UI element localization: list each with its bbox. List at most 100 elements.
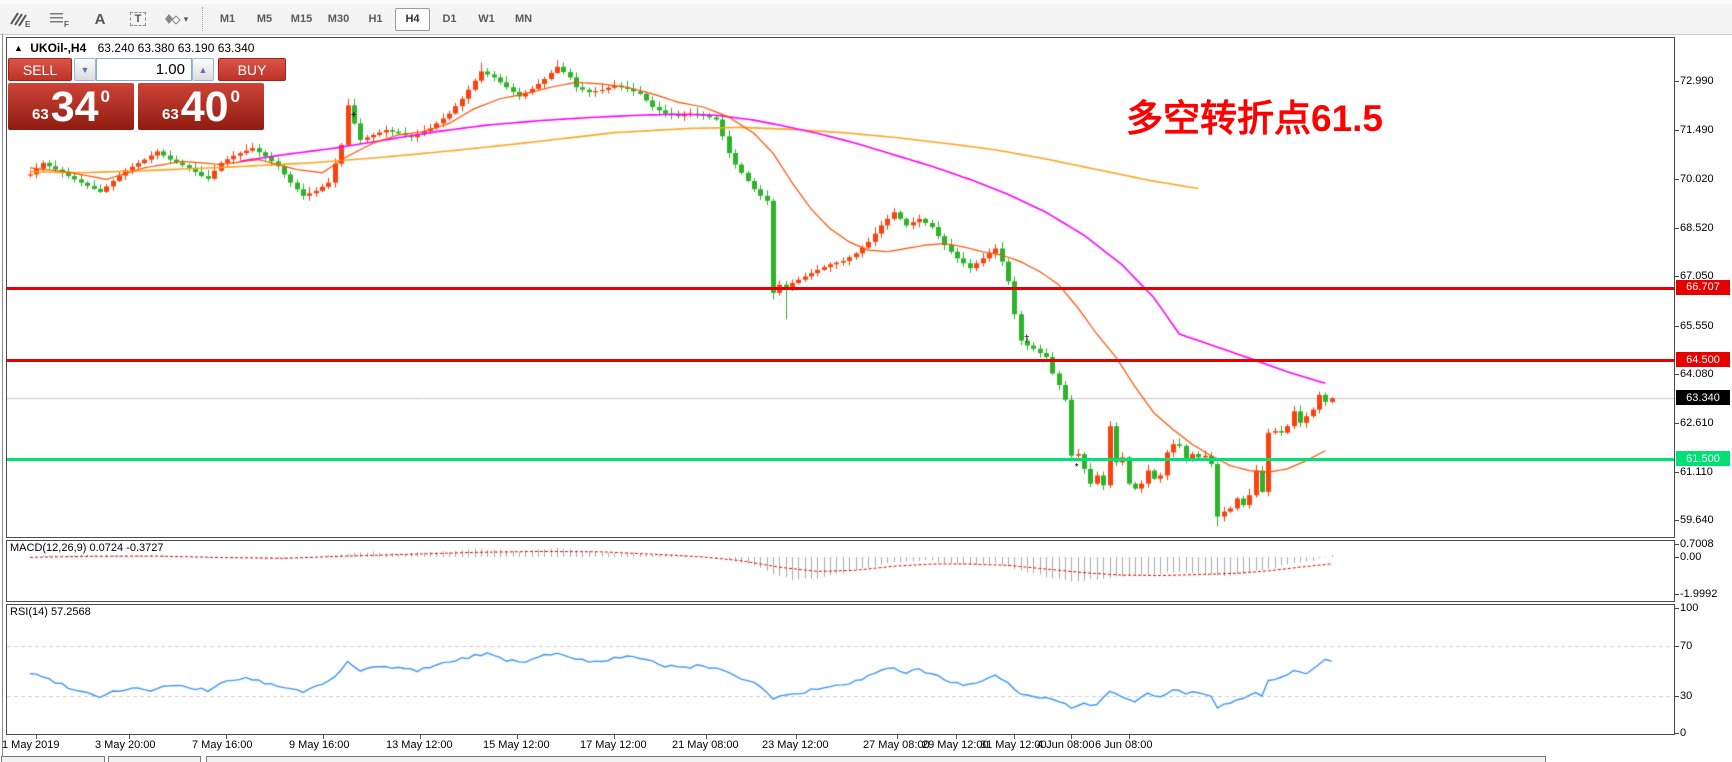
level-price-tag: 66.707 (1676, 279, 1730, 295)
sell-button[interactable]: SELL (8, 58, 72, 81)
window-left-border (2, 34, 3, 762)
price-axis-label[interactable]: 61.110 (1680, 465, 1713, 478)
time-axis-label[interactable]: 21 May 08:00 (672, 739, 739, 751)
symbol-name: UKOil-,H4 (30, 41, 87, 55)
sell-price-pips: 34 (50, 83, 99, 131)
time-axis-label[interactable]: 27 May 08:00 (863, 739, 930, 751)
price-axis-label[interactable]: 68.520 (1680, 222, 1714, 235)
timeframe-button-m30[interactable]: M30 (327, 13, 350, 25)
trade-marker: * (1074, 462, 1079, 474)
sell-price-sup: 0 (100, 87, 110, 106)
trade-marker: + (350, 110, 357, 122)
price-axis-label[interactable]: 62.610 (1680, 416, 1714, 429)
price-axis-label[interactable]: 71.490 (1680, 124, 1714, 137)
rsi-axis-tick (1675, 608, 1679, 609)
time-axis-tick (897, 735, 898, 739)
price-axis-tick (1675, 471, 1679, 473)
shapes-dropdown-icon[interactable]: ▾ (162, 7, 190, 31)
price-axis-tick (1675, 422, 1679, 424)
macd-axis-label[interactable]: 0.7008 (1680, 538, 1714, 551)
horizontal-level-line[interactable] (7, 286, 1674, 290)
price-axis-label[interactable]: 70.020 (1680, 172, 1714, 185)
timeframe-button-d1[interactable]: D1 (442, 13, 457, 25)
price-axis-label[interactable]: 65.550 (1680, 319, 1714, 332)
rsi-axis-label[interactable]: 70 (1680, 639, 1693, 652)
sell-price-base: 63 (32, 106, 49, 123)
buy-price-button[interactable]: 63 40 0 (138, 83, 264, 130)
timeframe-button-h1[interactable]: H1 (368, 13, 383, 25)
time-axis-tick (796, 735, 797, 739)
chart-title: ▲ UKOil-,H4 63.240 63.380 63.190 63.340 (14, 41, 254, 55)
text-label-icon[interactable]: T (124, 7, 152, 31)
macd-axis-tick (1675, 593, 1679, 595)
time-axis-label[interactable]: 9 May 16:00 (289, 739, 350, 751)
timeframe-button-h4[interactable]: H4 (395, 7, 430, 31)
buy-price-sup: 0 (230, 87, 240, 106)
bottom-panel-edge (1, 756, 105, 762)
price-axis-tick (1675, 130, 1679, 132)
time-axis-label[interactable]: 3 May 20:00 (95, 739, 156, 751)
time-axis-tick (226, 735, 227, 739)
time-axis-label[interactable]: 13 May 12:00 (386, 739, 453, 751)
timeframe-button-m1[interactable]: M1 (219, 13, 236, 25)
volume-decrease-button[interactable]: ▼ (74, 58, 96, 81)
time-axis-tick (420, 735, 421, 739)
price-axis-label[interactable]: 67.050 (1680, 270, 1714, 283)
text-icon[interactable]: A (94, 10, 106, 28)
sell-price-button[interactable]: 63 34 0 (8, 83, 134, 130)
price-axis-label[interactable]: 72.990 (1680, 75, 1714, 87)
horizontal-level-line[interactable] (7, 359, 1674, 363)
time-axis-label[interactable]: 29 May 12:00 (922, 739, 989, 751)
draw-styles-icon[interactable]: E (6, 7, 34, 31)
time-axis-tick (129, 735, 130, 739)
time-axis-label[interactable]: 17 May 12:00 (580, 739, 647, 751)
horizontal-level-line[interactable] (7, 458, 1674, 462)
buy-price-pips: 40 (180, 83, 229, 131)
rsi-canvas[interactable] (7, 605, 1674, 734)
time-axis-tick (323, 735, 324, 739)
time-axis-label[interactable]: 1 May 2019 (2, 739, 60, 751)
ohlc-readout: 63.240 63.380 63.190 63.340 (97, 41, 255, 55)
price-axis-label[interactable]: 64.080 (1680, 368, 1714, 381)
price-axis-label[interactable]: 59.640 (1680, 514, 1714, 527)
macd-axis-label[interactable]: 0.00 (1680, 551, 1702, 563)
collapse-arrow-icon[interactable]: ▲ (14, 43, 23, 53)
time-axis-tick (1014, 735, 1015, 739)
timeframe-button-w1[interactable]: W1 (478, 13, 495, 25)
time-axis-tick (956, 735, 957, 739)
rsi-axis-label[interactable]: 100 (1680, 602, 1699, 614)
time-axis-tick (706, 735, 707, 739)
trade-marker: † (1023, 333, 1030, 345)
time-axis-label[interactable]: 23 May 12:00 (762, 739, 829, 751)
time-axis-tick (614, 735, 615, 739)
time-axis-label[interactable]: 15 May 12:00 (483, 739, 550, 751)
macd-axis-label[interactable]: -1.9992 (1680, 587, 1718, 600)
svg-text:E: E (25, 20, 31, 28)
trade-panel-top-row: SELL ▼ ▲ BUY (8, 58, 286, 82)
timeframe-button-m15[interactable]: M15 (290, 13, 313, 25)
volume-input[interactable] (96, 58, 192, 81)
price-axis-tick (1675, 276, 1679, 278)
time-axis-label[interactable]: 7 May 16:00 (192, 739, 253, 751)
rsi-panel (6, 604, 1675, 735)
rsi-axis-tick (1675, 695, 1679, 697)
time-axis-label[interactable]: 4 Jun 08:00 (1037, 739, 1095, 751)
volume-increase-button[interactable]: ▲ (192, 58, 214, 81)
price-axis-tick (1675, 325, 1679, 327)
price-axis-tick (1675, 228, 1679, 230)
rsi-axis-label[interactable]: 30 (1680, 689, 1693, 702)
svg-text:F: F (64, 20, 69, 28)
timeframe-button-mn[interactable]: MN (514, 13, 533, 25)
bottom-panel-edge (108, 756, 201, 762)
rsi-axis-label[interactable]: 0 (1680, 727, 1687, 739)
time-axis-tick (36, 735, 37, 739)
grid-icon[interactable]: F (46, 7, 74, 31)
timeframe-button-m5[interactable]: M5 (256, 13, 273, 25)
current-price-tag: 63.340 (1676, 390, 1730, 406)
time-axis-label[interactable]: 6 Jun 08:00 (1095, 739, 1153, 751)
buy-button[interactable]: BUY (218, 58, 286, 81)
price-axis-tick (1675, 178, 1679, 180)
time-axis-label[interactable]: 31 May 12:00 (980, 739, 1047, 751)
rsi-axis-tick (1675, 733, 1679, 734)
macd-canvas[interactable] (7, 541, 1674, 601)
